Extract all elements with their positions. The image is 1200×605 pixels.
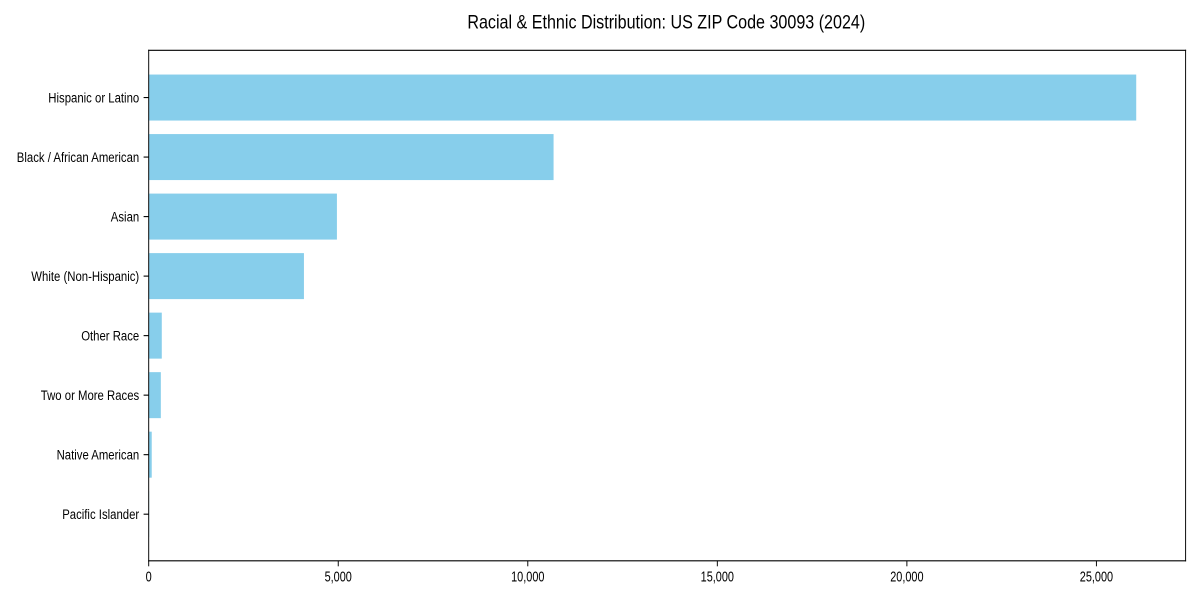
svg-text:Hispanic or Latino: Hispanic or Latino (48, 90, 139, 106)
svg-text:5,000: 5,000 (325, 569, 352, 586)
svg-text:White (Non-Hispanic): White (Non-Hispanic) (31, 268, 139, 284)
svg-text:0: 0 (146, 569, 152, 586)
svg-text:Black / African American: Black / African American (17, 149, 139, 165)
svg-text:Two or More Races: Two or More Races (41, 387, 139, 403)
svg-text:Pacific Islander: Pacific Islander (62, 506, 139, 522)
svg-text:20,000: 20,000 (890, 569, 923, 586)
svg-text:10,000: 10,000 (511, 569, 544, 586)
svg-text:25,000: 25,000 (1080, 569, 1113, 586)
svg-text:Native American: Native American (57, 447, 140, 463)
svg-text:Racial & Ethnic Distribution:: Racial & Ethnic Distribution: US ZIP Cod… (467, 13, 865, 34)
svg-text:15,000: 15,000 (701, 569, 734, 586)
svg-text:Asian: Asian (111, 209, 139, 225)
svg-text:Other Race: Other Race (81, 328, 139, 344)
